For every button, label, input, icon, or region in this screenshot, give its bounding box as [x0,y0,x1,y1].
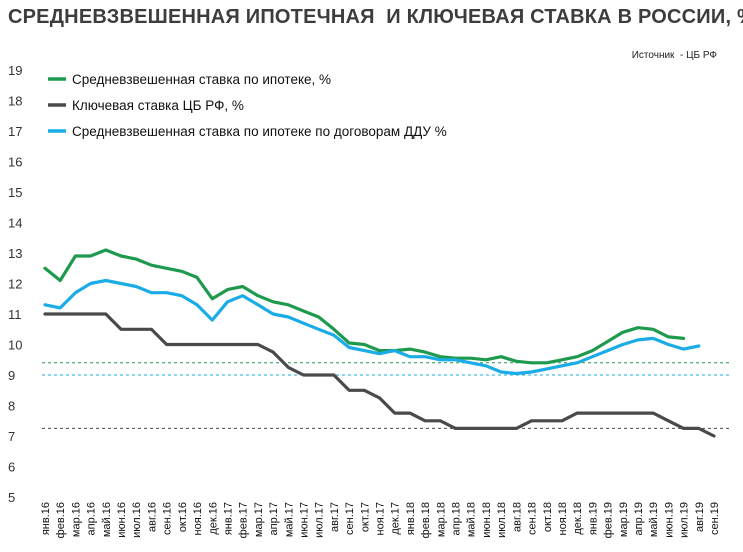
x-tick-label: июн.19 [663,502,675,538]
x-tick-label: авг.16 [146,502,158,532]
x-tick-label: сен.17 [344,502,356,535]
legend-label: Средневзвешенная ставка по ипотеке по до… [72,124,447,139]
x-tick-label: июл.19 [679,502,691,538]
x-tick-label: окт.18 [542,502,554,532]
x-tick-label: июн.17 [298,502,310,538]
x-tick-label: апр.19 [633,502,645,535]
x-tick-label: ноя.16 [192,502,204,535]
x-tick-label: янв.18 [405,502,417,535]
y-tick-label: 15 [8,185,22,200]
x-tick-label: сен.19 [709,502,721,535]
x-tick-label: мар.19 [618,502,630,537]
x-tick-label: июл.18 [496,502,508,538]
y-tick-label: 17 [8,124,22,139]
legend-label: Средневзвешенная ставка по ипотеке, % [72,72,331,87]
y-tick-label: 18 [8,94,22,109]
x-tick-label: мар.17 [253,502,265,537]
x-tick-label: окт.17 [359,502,371,532]
x-tick-label: дек.16 [207,502,219,535]
legend-label: Ключевая ставка ЦБ РФ, % [72,98,244,113]
y-tick-label: 11 [8,307,22,322]
x-tick-label: янв.17 [222,502,234,535]
x-tick-label: сен.18 [527,502,539,535]
x-tick-label: июл.16 [131,502,143,538]
x-tick-label: фев.18 [420,502,432,538]
x-tick-label: дек.17 [390,502,402,535]
y-tick-label: 5 [8,490,15,505]
y-tick-label: 9 [8,368,15,383]
series-line [43,248,686,365]
x-tick-label: фев.16 [55,502,67,538]
x-tick-label: апр.17 [268,502,280,535]
x-tick-label: авг.17 [329,502,341,532]
y-tick-label: 16 [8,155,22,170]
x-tick-label: мар.16 [70,502,82,537]
y-tick-label: 14 [8,216,22,231]
legend: Средневзвешенная ставка по ипотеке, % Клю… [44,66,484,146]
y-tick-label: 19 [8,63,22,78]
legend-background [44,66,484,146]
y-tick-label: 8 [8,399,15,414]
chart-title: СРЕДНЕВЗВЕШЕННАЯ ИПОТЕЧНАЯ И КЛЮЧЕВАЯ СТ… [8,6,743,28]
series-line [43,312,716,438]
x-tick-label: май.18 [466,502,478,537]
x-tick-label: апр.18 [451,502,463,535]
x-tick-label: авг.19 [694,502,706,532]
x-tick-label: дек.18 [572,502,584,535]
x-tick-label: мар.18 [435,502,447,537]
x-tick-label: авг.18 [511,502,523,532]
y-axis: 5 6 7 8 9 10 11 12 13 14 15 16 17 18 19 [8,63,22,505]
x-tick-label: май.19 [648,502,660,537]
x-tick-label: май.17 [283,502,295,537]
y-tick-label: 7 [8,429,15,444]
x-tick-label: май.16 [101,502,113,537]
x-tick-label: фев.17 [238,502,250,538]
x-tick-label: ноя.18 [557,502,569,535]
reference-lines [42,362,732,429]
series-lines [43,248,716,438]
x-tick-label: июн.18 [481,502,493,538]
x-tick-label: сен.16 [162,502,174,535]
y-tick-label: 12 [8,277,22,292]
x-tick-label: июл.17 [314,502,326,538]
x-tick-label: окт.16 [177,502,189,532]
x-tick-label: фев.19 [603,502,615,538]
x-axis: янв.16 фев.16 мар.16 апр.16 май.16 июн.16 июл.… [40,502,721,538]
x-tick-label: янв.16 [40,502,52,535]
x-tick-label: апр.16 [86,502,98,535]
y-tick-label: 13 [8,246,22,261]
x-tick-label: янв.19 [587,502,599,535]
y-tick-label: 6 [8,460,15,475]
y-tick-label: 10 [8,338,22,353]
source-note: Источник - ЦБ РФ [631,50,717,61]
series-line [43,278,701,376]
x-tick-label: июн.16 [116,502,128,538]
x-tick-label: ноя.17 [375,502,387,535]
